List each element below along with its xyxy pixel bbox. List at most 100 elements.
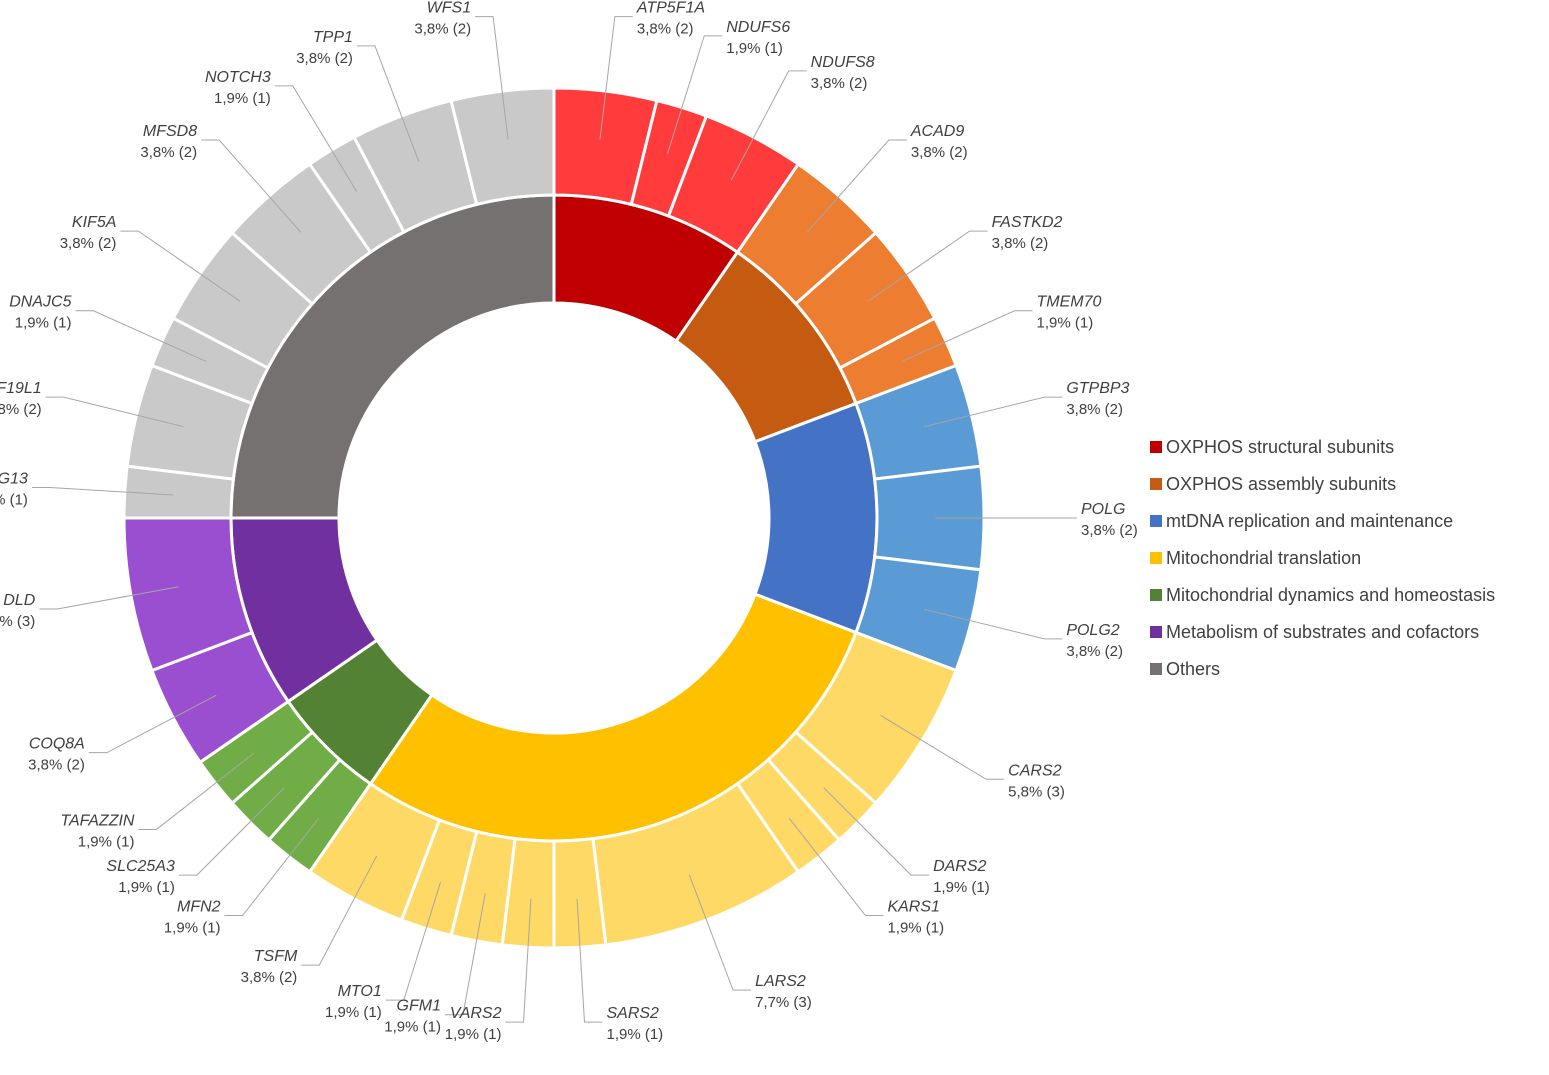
leader-lines [31,16,1077,1023]
legend-swatch-others [1150,663,1162,675]
gene-label-tmem70: TMEM70 [1037,294,1102,311]
leader-line-mfn2 [224,818,320,917]
gene-value-dars2: 1,9% (1) [933,879,990,896]
gene-label-wfs1: WFS1 [427,0,471,17]
gene-value-kars1: 1,9% (1) [887,920,944,937]
leader-line-acad9 [806,139,907,233]
gene-label-sars2: SARS2 [606,1005,659,1022]
leader-line-tafazzin [138,752,254,830]
gene-label-fastkd2: FASTKD2 [992,214,1063,231]
leader-line-tpp1 [356,45,420,162]
legend-swatch-mtdna-replication-and-maintenance [1150,515,1162,527]
legend-swatch-oxphos-assembly-subunits [1150,478,1162,490]
gene-value-tafazzin: 1,9% (1) [78,833,135,850]
leader-line-dars2 [823,787,930,876]
gene-label-kif5a: KIF5A [72,214,116,231]
leader-line-atp5f1a [599,16,633,140]
leader-line-gtpbp3 [924,396,1063,428]
gene-value-gfm1: 1,9% (1) [384,1019,441,1036]
gene-value-polg: 3,8% (2) [1081,522,1138,539]
leader-line-cwf19l1 [45,396,184,428]
leader-line-lars2 [688,874,752,991]
leader-line-tmem70 [901,310,1033,362]
gene-label-cwf19l1: CWF19L1 [0,380,42,397]
gene-value-cwf19l1: 3,8% (2) [0,401,42,418]
gene-value-lars2: 7,7% (3) [755,994,812,1011]
gene-value-mto1: 1,9% (1) [325,1004,382,1021]
leader-line-polg2 [924,608,1063,640]
gene-label-atp5f1a: ATP5F1A [636,0,705,17]
legend-label-oxphos-assembly-subunits: OXPHOS assembly subunits [1166,474,1396,494]
gene-label-cars2: CARS2 [1008,762,1061,779]
gene-label-tafazzin: TAFAZZIN [60,812,135,829]
gene-value-ndufs8: 3,8% (2) [811,75,868,92]
gene-value-sars2: 1,9% (1) [606,1026,663,1043]
gene-value-ndufs6: 1,9% (1) [726,40,783,57]
gene-value-kif5a: 3,8% (2) [60,235,117,252]
category-slice-mtdna-replication-and-maintenance [753,401,879,635]
gene-label-coq8a: COQ8A [29,736,85,753]
leader-line-ndufs6 [667,35,723,154]
leader-line-dld [39,586,179,610]
legend-swatch-metabolism-of-substrates-and-cofactors [1150,626,1162,638]
gene-value-dld: 5,8% (3) [0,613,35,630]
leader-line-mfsd8 [201,139,302,233]
gene-value-slc25a3: 1,9% (1) [118,879,175,896]
leader-line-vars2 [505,898,532,1023]
gene-label-mfn2: MFN2 [177,899,221,916]
legend-swatch-mitochondrial-dynamics-and-homeostasis [1150,589,1162,601]
leader-line-cars2 [880,714,1005,780]
legend-label-metabolism-of-substrates-and-cofactors: Metabolism of substrates and cofactors [1166,622,1479,642]
leader-line-kif5a [120,230,241,302]
legend-label-mtdna-replication-and-maintenance: mtDNA replication and maintenance [1166,511,1453,531]
gene-value-alg13: 1,9% (1) [0,492,28,509]
gene-label-tsfm: TSFM [254,948,298,965]
gene-label-gfm1: GFM1 [397,998,441,1015]
gene-value-tpp1: 3,8% (2) [296,50,353,67]
gene-value-mfn2: 1,9% (1) [164,920,221,937]
gene-label-kars1: KARS1 [887,899,939,916]
legend-swatch-mitochondrial-translation [1150,552,1162,564]
legend: OXPHOS structural subunits OXPHOS assembl… [1150,437,1495,679]
leader-line-slc25a3 [178,787,285,876]
gene-value-dnajc5: 1,9% (1) [15,315,72,332]
gene-label-gtpbp3: GTPBP3 [1066,380,1129,397]
leader-line-ndufs8 [730,70,807,181]
gene-label-notch3: NOTCH3 [205,69,271,86]
gene-label-acad9: ACAD9 [910,123,964,140]
gene-label-vars2: VARS2 [450,1005,502,1022]
gene-label-polg2: POLG2 [1066,622,1119,639]
legend-label-mitochondrial-translation: Mitochondrial translation [1166,548,1361,568]
leader-line-kars1 [788,818,884,917]
gene-labels: ATP5F1A 3,8% (2) NDUFS6 1,9% (1) NDUFS8 3,8% … [0,0,1138,1043]
legend-label-mitochondrial-dynamics-and-homeostasis: Mitochondrial dynamics and homeostasis [1166,585,1495,605]
gene-value-polg2: 3,8% (2) [1066,643,1123,660]
gene-value-gtpbp3: 3,8% (2) [1066,401,1123,418]
leader-line-dnajc5 [75,310,207,362]
gene-value-wfs1: 3,8% (2) [414,21,471,38]
gene-label-dars2: DARS2 [933,858,986,875]
gene-value-acad9: 3,8% (2) [911,144,968,161]
legend-label-others: Others [1166,659,1220,679]
leader-line-coq8a [88,694,217,754]
legend-swatch-oxphos-structural-subunits [1150,441,1162,453]
gene-label-ndufs8: NDUFS8 [811,54,875,71]
gene-value-vars2: 1,9% (1) [445,1026,502,1043]
gene-label-dld: DLD [3,592,35,609]
gene-label-polg: POLG [1081,501,1125,518]
category-ring [229,193,879,843]
gene-ring [122,86,986,950]
gene-label-tpp1: TPP1 [313,29,353,46]
gene-label-lars2: LARS2 [755,973,806,990]
leader-line-fastkd2 [867,230,988,302]
leader-line-wfs1 [475,16,509,140]
gene-value-tsfm: 3,8% (2) [241,969,298,986]
legend-label-oxphos-structural-subunits: OXPHOS structural subunits [1166,437,1394,457]
leader-line-alg13 [31,487,174,496]
gene-label-mto1: MTO1 [338,983,382,1000]
gene-value-tmem70: 1,9% (1) [1037,315,1094,332]
gene-label-mfsd8: MFSD8 [143,123,197,140]
gene-slice-wfs1 [449,86,556,207]
